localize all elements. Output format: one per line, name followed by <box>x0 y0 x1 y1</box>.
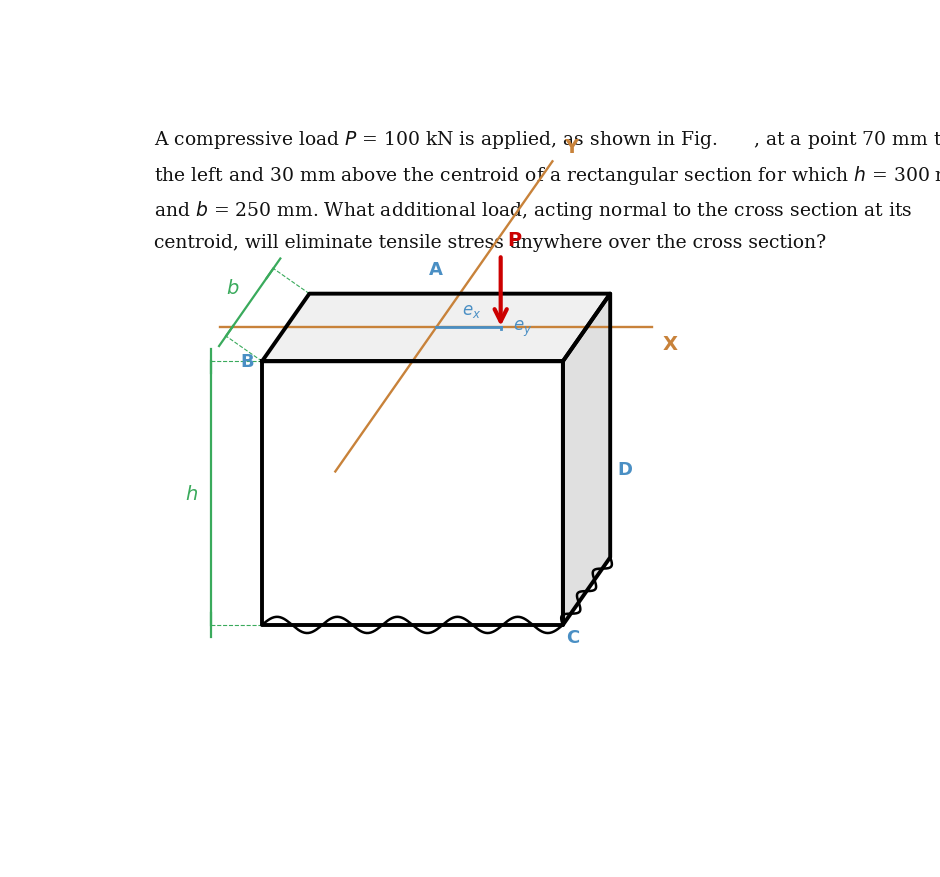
Text: D: D <box>617 461 632 479</box>
Text: $e_x$: $e_x$ <box>462 302 481 320</box>
Text: centroid, will eliminate tensile stress anywhere over the cross section?: centroid, will eliminate tensile stress … <box>154 234 826 253</box>
Text: P: P <box>508 231 522 250</box>
Text: $e_y$: $e_y$ <box>513 318 532 339</box>
Text: B: B <box>241 353 254 371</box>
Polygon shape <box>262 362 563 625</box>
Text: A: A <box>429 260 443 279</box>
Polygon shape <box>563 295 610 625</box>
Text: the left and 30 mm above the centroid of a rectangular section for which $h$ = 3: the left and 30 mm above the centroid of… <box>154 164 940 187</box>
Text: b: b <box>227 279 239 297</box>
Text: C: C <box>566 629 579 646</box>
Text: A compressive load $P$ = 100 kN is applied, as shown in Fig.      , at a point 7: A compressive load $P$ = 100 kN is appli… <box>154 129 940 151</box>
Polygon shape <box>262 295 610 362</box>
Text: and $b$ = 250 mm. What additional load, acting normal to the cross section at it: and $b$ = 250 mm. What additional load, … <box>154 199 912 222</box>
Text: h: h <box>185 484 197 503</box>
Text: Y: Y <box>565 138 579 157</box>
Text: X: X <box>663 335 678 353</box>
